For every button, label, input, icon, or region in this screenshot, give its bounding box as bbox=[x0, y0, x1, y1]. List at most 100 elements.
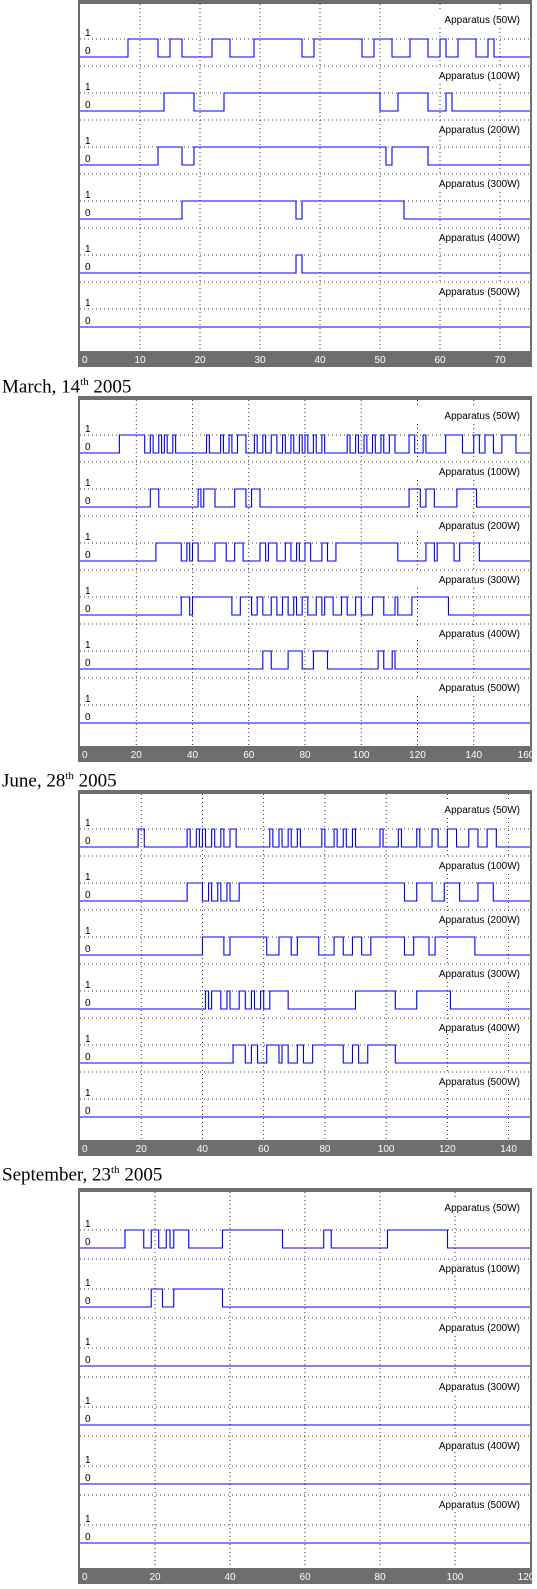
level-label-one: 1 bbox=[85, 244, 91, 255]
x-tick-label: 20 bbox=[194, 355, 206, 366]
level-label-one: 1 bbox=[85, 190, 91, 201]
legend-entry: Apparatus (50W) bbox=[444, 1203, 520, 1214]
series-line bbox=[80, 828, 530, 848]
level-label-zero: 0 bbox=[85, 658, 91, 669]
legend-entry: Apparatus (300W) bbox=[439, 575, 520, 586]
caption-june: June, 28th 2005 bbox=[2, 770, 117, 792]
series-line bbox=[80, 92, 530, 112]
level-label-zero: 0 bbox=[85, 154, 91, 165]
x-tick-label: 50 bbox=[374, 355, 386, 366]
level-label-one: 1 bbox=[85, 980, 91, 991]
x-tick-label: 40 bbox=[197, 1144, 209, 1155]
series-line bbox=[80, 200, 530, 220]
legend-entry: Apparatus (500W) bbox=[439, 1500, 520, 1511]
legend-box bbox=[416, 284, 524, 298]
x-tick-label: 0 bbox=[82, 355, 88, 366]
series-line bbox=[80, 1044, 530, 1064]
caption-march-year: 2005 bbox=[88, 376, 132, 398]
x-tick-label: 140 bbox=[465, 750, 482, 761]
x-tick-label: 60 bbox=[258, 1144, 270, 1155]
legend-entry: Apparatus (100W) bbox=[439, 861, 520, 872]
x-tick-label: 0 bbox=[82, 750, 88, 761]
x-tick-label: 20 bbox=[131, 750, 143, 761]
level-label-zero: 0 bbox=[85, 890, 91, 901]
chart-panel-3: 1 0 Apparatus (50W) 1 0 Apparatus (100W) 1 0 App… bbox=[78, 790, 532, 1161]
level-label-one: 1 bbox=[85, 1455, 91, 1466]
level-label-zero: 0 bbox=[85, 1237, 91, 1248]
level-label-zero: 0 bbox=[85, 262, 91, 273]
legend-box bbox=[416, 1074, 524, 1088]
level-label-one: 1 bbox=[85, 28, 91, 39]
x-tick-label: 120 bbox=[409, 750, 426, 761]
level-label-zero: 0 bbox=[85, 550, 91, 561]
caption-march-suffix: th bbox=[80, 376, 89, 388]
x-tick-label: 100 bbox=[447, 1572, 464, 1583]
series-line bbox=[80, 488, 530, 508]
legend-box bbox=[416, 1379, 524, 1393]
level-label-zero: 0 bbox=[85, 1052, 91, 1063]
legend-box bbox=[416, 1200, 524, 1214]
x-tick-label: 30 bbox=[254, 355, 266, 366]
series-line bbox=[80, 990, 530, 1010]
level-label-one: 1 bbox=[85, 926, 91, 937]
level-label-zero: 0 bbox=[85, 1414, 91, 1425]
legend-entry: Apparatus (200W) bbox=[439, 915, 520, 926]
caption-june-year: 2005 bbox=[73, 770, 117, 792]
x-tick-label: 40 bbox=[187, 750, 199, 761]
series-line bbox=[80, 650, 530, 670]
legend-entry: Apparatus (300W) bbox=[439, 179, 520, 190]
legend-entry: Apparatus (200W) bbox=[439, 521, 520, 532]
x-tick-label: 160 bbox=[518, 750, 532, 761]
level-label-one: 1 bbox=[85, 298, 91, 309]
level-label-one: 1 bbox=[85, 424, 91, 435]
legend-box bbox=[416, 1320, 524, 1334]
chart-panel-1: 1 0 Apparatus (50W) 1 0 Apparatus (100W) 1 0 App… bbox=[78, 0, 532, 372]
x-tick-label: 60 bbox=[434, 355, 446, 366]
legend-box bbox=[416, 858, 524, 872]
level-label-one: 1 bbox=[85, 640, 91, 651]
legend-entry: Apparatus (50W) bbox=[444, 15, 520, 26]
caption-september-date: September, 23 bbox=[2, 1164, 111, 1186]
level-label-zero: 0 bbox=[85, 316, 91, 327]
legend-entry: Apparatus (100W) bbox=[439, 1264, 520, 1275]
x-tick-label: 40 bbox=[224, 1572, 236, 1583]
x-tick-label: 140 bbox=[500, 1144, 517, 1155]
level-label-zero: 0 bbox=[85, 1296, 91, 1307]
legend-box bbox=[416, 912, 524, 926]
legend-entry: Apparatus (300W) bbox=[439, 969, 520, 980]
level-label-zero: 0 bbox=[85, 998, 91, 1009]
chart-2-svg: 1 0 Apparatus (50W) 1 0 Apparatus (100W) 1 0 App… bbox=[78, 396, 535, 762]
level-label-zero: 0 bbox=[85, 836, 91, 847]
legend-box bbox=[416, 518, 524, 532]
level-label-one: 1 bbox=[85, 818, 91, 829]
series-line bbox=[80, 542, 530, 562]
legend-box bbox=[416, 122, 524, 136]
series-line bbox=[80, 596, 530, 616]
x-tick-label: 20 bbox=[149, 1572, 161, 1583]
chart-panel-4: 1 0 Apparatus (50W) 1 0 Apparatus (100W) 1 0 App… bbox=[78, 1188, 535, 1589]
level-label-one: 1 bbox=[85, 1088, 91, 1099]
level-label-zero: 0 bbox=[85, 496, 91, 507]
chart-3-svg: 1 0 Apparatus (50W) 1 0 Apparatus (100W) 1 0 App… bbox=[78, 790, 532, 1156]
x-tick-label: 80 bbox=[319, 1144, 331, 1155]
x-tick-label: 20 bbox=[136, 1144, 148, 1155]
legend-entry: Apparatus (100W) bbox=[439, 71, 520, 82]
caption-march: March, 14th 2005 bbox=[2, 376, 131, 398]
caption-september-year: 2005 bbox=[119, 1164, 163, 1186]
x-tick-label: 120 bbox=[518, 1572, 532, 1583]
legend-box bbox=[416, 1497, 524, 1511]
level-label-zero: 0 bbox=[85, 1355, 91, 1366]
level-label-one: 1 bbox=[85, 1337, 91, 1348]
legend-box bbox=[416, 176, 524, 190]
legend-entry: Apparatus (400W) bbox=[439, 1441, 520, 1452]
level-label-zero: 0 bbox=[85, 712, 91, 723]
series-line bbox=[80, 434, 530, 454]
legend-box bbox=[416, 1020, 524, 1034]
legend-entry: Apparatus (200W) bbox=[439, 1323, 520, 1334]
series-line bbox=[80, 1288, 530, 1308]
level-label-zero: 0 bbox=[85, 46, 91, 57]
legend-box bbox=[416, 464, 524, 478]
level-label-zero: 0 bbox=[85, 1106, 91, 1117]
x-tick-label: 100 bbox=[353, 750, 370, 761]
legend-box bbox=[416, 572, 524, 586]
